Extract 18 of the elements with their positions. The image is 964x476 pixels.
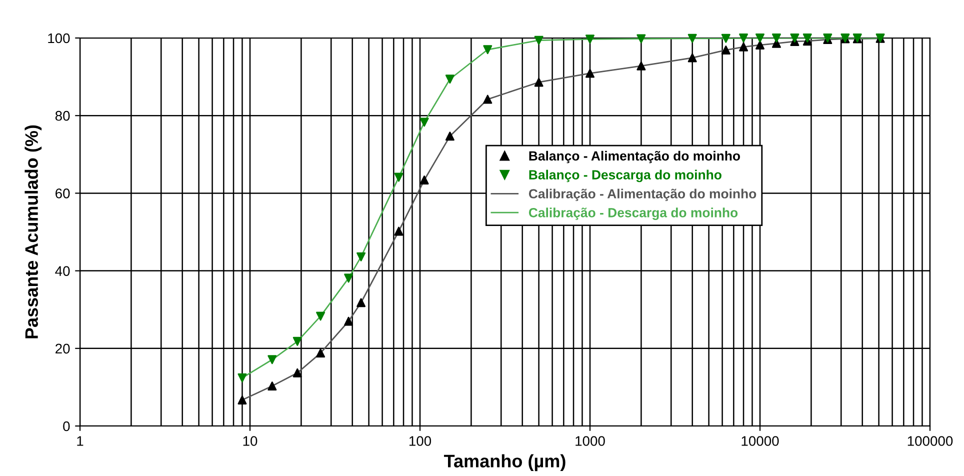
x-tick-label: 100000	[908, 436, 953, 446]
legend-label: Balanço - Descarga do moinho	[529, 170, 722, 182]
y-tick-label: 0	[63, 421, 70, 432]
y-tick-label: 80	[55, 110, 70, 121]
y-axis-title: Passante Acumulado (%)	[24, 125, 42, 338]
y-tick-label: 40	[55, 266, 70, 276]
x-tick-label: 10000	[742, 436, 779, 446]
legend-label: Calibração - Descarga do moinho	[528, 208, 738, 220]
y-tick-label: 100	[48, 33, 70, 44]
x-axis-title: Tamanho (µm)	[444, 454, 566, 472]
x-tick-label: 1000	[576, 436, 605, 446]
y-tick-label: 20	[56, 344, 70, 354]
y-tick-label: 60	[56, 188, 70, 198]
x-tick-label: 1	[77, 436, 84, 446]
x-tick-label: 10	[243, 436, 258, 446]
legend-label: Balanço - Alimentação do moinho	[529, 150, 740, 164]
x-tick-label: 100	[409, 436, 432, 446]
legend-label: Calibração - Alimentação do moinho	[528, 188, 756, 202]
